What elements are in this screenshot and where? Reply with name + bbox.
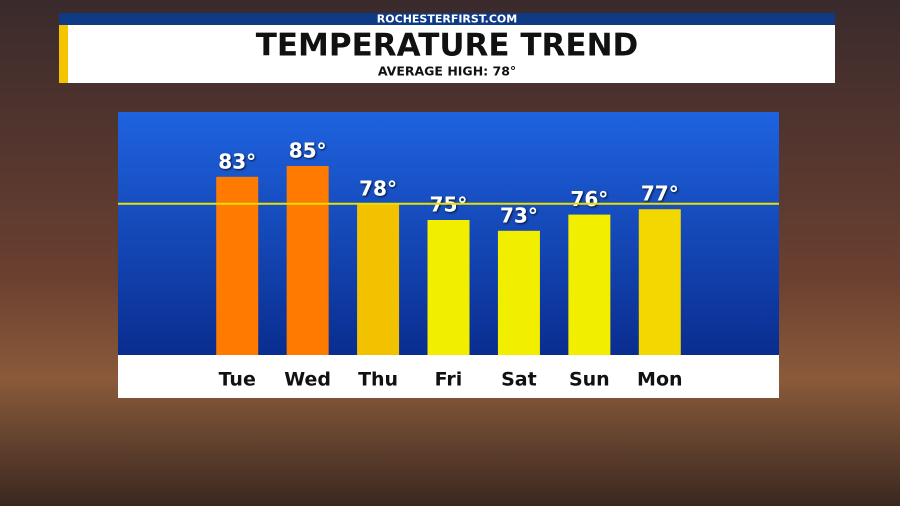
source: ROCHESTERFIRST.COM (377, 13, 517, 26)
bar (357, 203, 400, 355)
source-bar (59, 13, 835, 25)
bar (497, 230, 540, 355)
x-tick-label: Mon (637, 369, 683, 391)
bar (568, 214, 611, 355)
x-tick-label: Tue (219, 369, 256, 391)
bar (638, 209, 681, 355)
value-label: 83° (218, 149, 256, 173)
x-tick-label: Wed (284, 369, 331, 391)
subtitle: AVERAGE HIGH: 78° (378, 64, 516, 79)
bar (286, 166, 329, 355)
x-tick-label: Sun (569, 369, 610, 391)
value-label: 76° (570, 187, 608, 211)
header-box (59, 25, 835, 83)
value-label: 85° (289, 139, 327, 163)
value-label: 73° (500, 203, 538, 227)
value-label: 77° (641, 182, 679, 206)
x-tick-label: Fri (435, 369, 463, 391)
bar (216, 176, 259, 355)
header-accent (59, 25, 68, 83)
x-tick-label: Sat (501, 369, 537, 391)
bar (427, 220, 470, 355)
value-label: 78° (359, 176, 397, 200)
chart-title: TEMPERATURE TREND (256, 28, 639, 64)
x-tick-label: Thu (358, 369, 398, 391)
